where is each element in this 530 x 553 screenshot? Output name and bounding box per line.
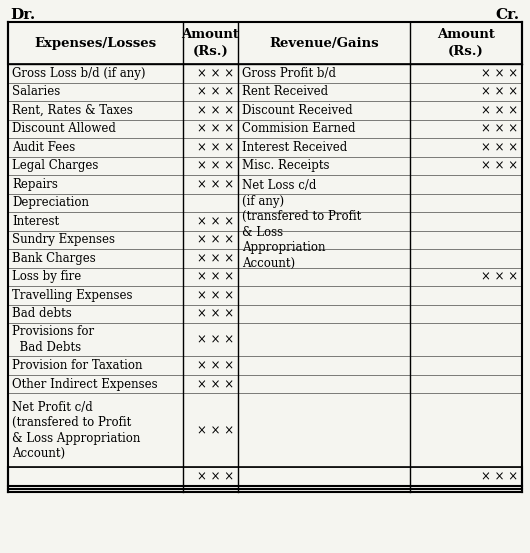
Text: Other Indirect Expenses: Other Indirect Expenses xyxy=(12,378,157,390)
Text: Sundry Expenses: Sundry Expenses xyxy=(12,233,115,246)
Text: × × ×: × × × xyxy=(481,104,518,117)
Text: Misc. Receipts: Misc. Receipts xyxy=(242,159,330,172)
Text: Provision for Taxation: Provision for Taxation xyxy=(12,359,143,372)
Text: Amount
(Rs.): Amount (Rs.) xyxy=(437,29,495,58)
Text: Gross Loss b/d (if any): Gross Loss b/d (if any) xyxy=(12,67,146,80)
Text: Provisions for
  Bad Debts: Provisions for Bad Debts xyxy=(12,325,94,354)
Text: Bank Charges: Bank Charges xyxy=(12,252,96,265)
Text: Dr.: Dr. xyxy=(10,8,36,22)
Text: Cr.: Cr. xyxy=(496,8,520,22)
Text: Amount
(Rs.): Amount (Rs.) xyxy=(182,29,240,58)
Text: Travelling Expenses: Travelling Expenses xyxy=(12,289,132,302)
Text: Net Profit c/d
(transfered to Profit
& Loss Appropriation
Account): Net Profit c/d (transfered to Profit & L… xyxy=(12,400,140,460)
Text: × × ×: × × × xyxy=(481,122,518,135)
Text: × × ×: × × × xyxy=(197,85,234,98)
Text: × × ×: × × × xyxy=(197,141,234,154)
Text: × × ×: × × × xyxy=(197,307,234,320)
Text: Depreciation: Depreciation xyxy=(12,196,89,209)
Text: × × ×: × × × xyxy=(481,141,518,154)
Text: × × ×: × × × xyxy=(197,159,234,172)
Text: Legal Charges: Legal Charges xyxy=(12,159,99,172)
Text: × × ×: × × × xyxy=(197,270,234,283)
Text: × × ×: × × × xyxy=(197,333,234,346)
Text: Salaries: Salaries xyxy=(12,85,60,98)
Text: × × ×: × × × xyxy=(481,67,518,80)
Text: × × ×: × × × xyxy=(197,289,234,302)
Text: × × ×: × × × xyxy=(197,215,234,228)
Text: Bad debts: Bad debts xyxy=(12,307,72,320)
Text: Rent Received: Rent Received xyxy=(242,85,328,98)
Text: Interest: Interest xyxy=(12,215,59,228)
Text: Commision Earned: Commision Earned xyxy=(242,122,356,135)
Text: × × ×: × × × xyxy=(197,67,234,80)
Text: Rent, Rates & Taxes: Rent, Rates & Taxes xyxy=(12,104,133,117)
Text: Discount Received: Discount Received xyxy=(242,104,352,117)
Text: × × ×: × × × xyxy=(197,424,234,437)
Text: × × ×: × × × xyxy=(197,178,234,191)
Text: × × ×: × × × xyxy=(197,122,234,135)
Text: Interest Received: Interest Received xyxy=(242,141,347,154)
Text: × × ×: × × × xyxy=(481,470,518,483)
Text: × × ×: × × × xyxy=(481,270,518,283)
Text: × × ×: × × × xyxy=(197,252,234,265)
Text: × × ×: × × × xyxy=(197,470,234,483)
Text: Discount Allowed: Discount Allowed xyxy=(12,122,116,135)
Text: × × ×: × × × xyxy=(481,159,518,172)
Text: Loss by fire: Loss by fire xyxy=(12,270,81,283)
Text: Audit Fees: Audit Fees xyxy=(12,141,75,154)
Text: Net Loss c/d
(if any)
(transfered to Profit
& Loss
Appropriation
Account): Net Loss c/d (if any) (transfered to Pro… xyxy=(242,179,361,269)
Text: × × ×: × × × xyxy=(197,233,234,246)
Text: × × ×: × × × xyxy=(481,85,518,98)
Text: × × ×: × × × xyxy=(197,359,234,372)
Text: Expenses/Losses: Expenses/Losses xyxy=(34,36,156,50)
Text: Gross Profit b/d: Gross Profit b/d xyxy=(242,67,336,80)
Text: Revenue/Gains: Revenue/Gains xyxy=(269,36,379,50)
Text: × × ×: × × × xyxy=(197,378,234,390)
Text: × × ×: × × × xyxy=(197,104,234,117)
Text: Repairs: Repairs xyxy=(12,178,58,191)
